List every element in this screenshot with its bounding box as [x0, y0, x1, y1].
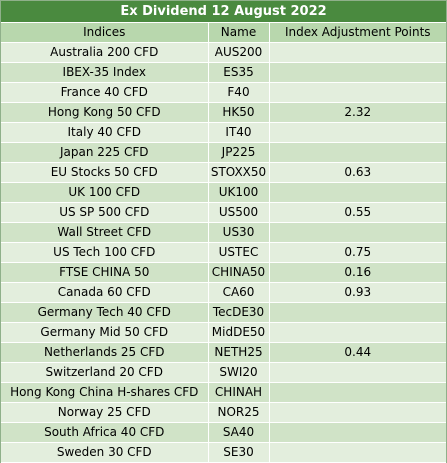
cell-adjustment-points — [269, 442, 446, 463]
table-row: Wall Street CFD US30 — [1, 222, 446, 243]
table-row: IBEX-35 Index ES35 — [1, 62, 446, 83]
table-row: Germany Tech 40 CFD TecDE30 — [1, 302, 446, 323]
table-row: UK 100 CFD UK100 — [1, 182, 446, 203]
cell-name: TecDE30 — [208, 302, 270, 323]
header-indices: Indices — [1, 22, 209, 43]
cell-index: Japan 225 CFD — [1, 142, 209, 163]
cell-name: NETH25 — [208, 342, 270, 363]
table-row: Norway 25 CFD NOR25 — [1, 402, 446, 423]
cell-adjustment-points: 0.93 — [269, 282, 446, 303]
cell-name: CA60 — [208, 282, 270, 303]
table-row: US SP 500 CFD US500 0.55 — [1, 202, 446, 223]
cell-name: CHINAH — [208, 382, 270, 403]
cell-adjustment-points — [269, 142, 446, 163]
cell-name: SA40 — [208, 422, 270, 443]
table-row: Germany Mid 50 CFD MidDE50 — [1, 322, 446, 343]
cell-adjustment-points: 2.32 — [269, 102, 446, 123]
cell-index: Australia 200 CFD — [1, 42, 209, 63]
cell-adjustment-points — [269, 62, 446, 83]
cell-index: Germany Tech 40 CFD — [1, 302, 209, 323]
cell-index: US SP 500 CFD — [1, 202, 209, 223]
cell-index: Switzerland 20 CFD — [1, 362, 209, 383]
cell-index: EU Stocks 50 CFD — [1, 162, 209, 183]
cell-adjustment-points — [269, 362, 446, 383]
cell-adjustment-points — [269, 422, 446, 443]
table-row: EU Stocks 50 CFD STOXX50 0.63 — [1, 162, 446, 183]
title-row: Ex Dividend 12 August 2022 — [1, 1, 446, 23]
table-row: Sweden 30 CFD SE30 — [1, 442, 446, 463]
table-row: Australia 200 CFD AUS200 — [1, 42, 446, 63]
table-row: FTSE CHINA 50 CHINA50 0.16 — [1, 262, 446, 283]
table-row: France 40 CFD F40 — [1, 82, 446, 103]
cell-name: SWI20 — [208, 362, 270, 383]
cell-index: Germany Mid 50 CFD — [1, 322, 209, 343]
cell-index: Hong Kong 50 CFD — [1, 102, 209, 123]
cell-name: USTEC — [208, 242, 270, 263]
cell-adjustment-points: 0.55 — [269, 202, 446, 223]
cell-name: AUS200 — [208, 42, 270, 63]
cell-adjustment-points: 0.44 — [269, 342, 446, 363]
cell-name: JP225 — [208, 142, 270, 163]
cell-index: FTSE CHINA 50 — [1, 262, 209, 283]
cell-index: UK 100 CFD — [1, 182, 209, 203]
cell-adjustment-points — [269, 82, 446, 103]
table-row: Hong Kong 50 CFD HK50 2.32 — [1, 102, 446, 123]
table-row: South Africa 40 CFD SA40 — [1, 422, 446, 443]
cell-adjustment-points — [269, 122, 446, 143]
cell-adjustment-points — [269, 302, 446, 323]
cell-index: Wall Street CFD — [1, 222, 209, 243]
table-row: US Tech 100 CFD USTEC 0.75 — [1, 242, 446, 263]
table-row: Netherlands 25 CFD NETH25 0.44 — [1, 342, 446, 363]
header-adjustment-points: Index Adjustment Points — [269, 22, 446, 43]
cell-index: US Tech 100 CFD — [1, 242, 209, 263]
table-row: Hong Kong China H-shares CFD CHINAH — [1, 382, 446, 403]
cell-name: US500 — [208, 202, 270, 223]
table-row: Italy 40 CFD IT40 — [1, 122, 446, 143]
cell-index: Sweden 30 CFD — [1, 442, 209, 463]
cell-name: STOXX50 — [208, 162, 270, 183]
cell-name: F40 — [208, 82, 270, 103]
cell-adjustment-points: 0.75 — [269, 242, 446, 263]
cell-adjustment-points — [269, 402, 446, 423]
header-row: Indices Name Index Adjustment Points — [1, 22, 446, 43]
cell-index: France 40 CFD — [1, 82, 209, 103]
cell-name: UK100 — [208, 182, 270, 203]
cell-adjustment-points — [269, 382, 446, 403]
cell-name: CHINA50 — [208, 262, 270, 283]
cell-index: Netherlands 25 CFD — [1, 342, 209, 363]
table-row: Japan 225 CFD JP225 — [1, 142, 446, 163]
cell-adjustment-points: 0.63 — [269, 162, 446, 183]
cell-name: SE30 — [208, 442, 270, 463]
table-title: Ex Dividend 12 August 2022 — [1, 1, 446, 23]
cell-name: IT40 — [208, 122, 270, 143]
cell-index: Italy 40 CFD — [1, 122, 209, 143]
cell-name: US30 — [208, 222, 270, 243]
cell-index: Canada 60 CFD — [1, 282, 209, 303]
cell-index: South Africa 40 CFD — [1, 422, 209, 443]
table-row: Switzerland 20 CFD SWI20 — [1, 362, 446, 383]
cell-index: Hong Kong China H-shares CFD — [1, 382, 209, 403]
table-row: Canada 60 CFD CA60 0.93 — [1, 282, 446, 303]
header-name: Name — [208, 22, 270, 43]
cell-index: IBEX-35 Index — [1, 62, 209, 83]
cell-adjustment-points — [269, 222, 446, 243]
cell-adjustment-points — [269, 182, 446, 203]
cell-index: Norway 25 CFD — [1, 402, 209, 423]
cell-name: HK50 — [208, 102, 270, 123]
cell-name: NOR25 — [208, 402, 270, 423]
cell-adjustment-points — [269, 42, 446, 63]
cell-name: ES35 — [208, 62, 270, 83]
cell-adjustment-points — [269, 322, 446, 343]
cell-adjustment-points: 0.16 — [269, 262, 446, 283]
cell-name: MidDE50 — [208, 322, 270, 343]
